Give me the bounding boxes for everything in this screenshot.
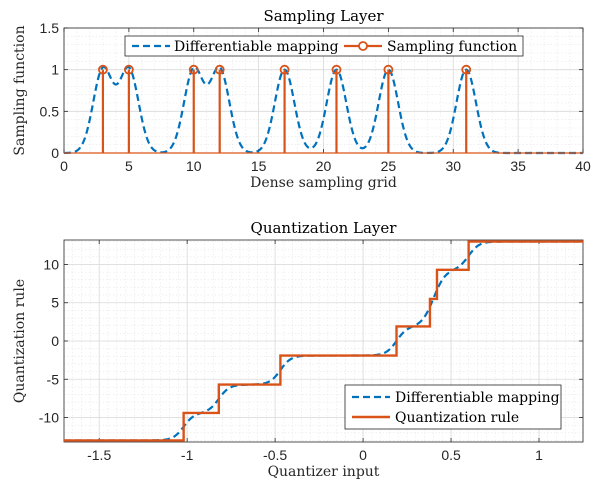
x-tick-label: 0	[359, 447, 367, 463]
x-tick-label: -1.5	[87, 447, 111, 463]
y-tick-label: 0	[51, 145, 59, 161]
y-tick-label: 0	[51, 333, 59, 349]
sampling-stem-marker	[279, 64, 290, 75]
x-tick-label: 15	[251, 158, 267, 174]
sampling-stem-marker	[383, 64, 394, 75]
x-tick-label: 0	[60, 158, 68, 174]
sampling-stem-marker	[98, 64, 108, 75]
axes-1: 0 5 10 15 20 25 30 35 40 0 0.5 1 1.5 Sampling Layer De…	[12, 7, 591, 191]
x-tick-label: -1	[181, 447, 194, 463]
y-tick-label: 5	[51, 295, 59, 311]
sampling-stems	[64, 64, 583, 154]
y-tick-label: 1	[51, 62, 59, 78]
legend-box	[344, 384, 562, 430]
x-tick-label: 40	[575, 158, 591, 174]
y-tick-label: 10	[43, 256, 59, 272]
legend-label: Differentiable mapping	[395, 390, 560, 406]
quantization-rule-line	[64, 240, 583, 442]
y-tick-label: 0.5	[40, 103, 60, 119]
x-tick-label: 0.5	[441, 447, 461, 463]
x-tick-label: 1	[535, 447, 543, 463]
chart-title: Sampling Layer	[263, 7, 384, 25]
legend: Differentiable mapping Sampling function	[124, 35, 524, 57]
y-axis-label: Quantization rule	[12, 279, 28, 403]
legend-label: Quantization rule	[395, 410, 519, 426]
axes-2: -1.5 -1 -0.5 0 0.5 1 -10 -5 0 5 10 Quantization Lay…	[12, 219, 584, 480]
y-axis-label: Sampling function	[12, 25, 28, 155]
x-axis-label: Dense sampling grid	[250, 175, 397, 191]
legend-label: Sampling function	[387, 39, 517, 55]
y-tick-label: -5	[47, 371, 60, 387]
legend-label: Differentiable mapping	[174, 39, 339, 55]
legend: Differentiable mapping Quantization rule	[344, 384, 562, 430]
x-tick-label: 20	[316, 158, 332, 174]
sampling-stem-marker	[214, 64, 225, 75]
x-tick-label: 35	[510, 158, 526, 174]
y-tick-label: 1.5	[40, 20, 60, 36]
x-axis-label: Quantizer input	[268, 464, 380, 480]
differentiable-mapping-line	[63, 65, 583, 155]
x-tick-label: 10	[186, 158, 202, 174]
sampling-stem-marker	[461, 64, 472, 75]
x-tick-label: 30	[445, 158, 461, 174]
sampling-stem-marker	[123, 64, 134, 75]
x-tick-label: 5	[125, 158, 133, 174]
sampling-stem-marker	[331, 64, 342, 75]
x-tick-label: -0.5	[263, 447, 287, 463]
chart-title: Quantization Layer	[251, 219, 398, 237]
y-tick-label: -10	[39, 410, 59, 426]
legend-swatch-marker	[358, 41, 368, 51]
x-tick-label: 25	[381, 158, 397, 174]
sampling-stem-marker	[188, 64, 199, 75]
legend-box	[124, 35, 524, 57]
